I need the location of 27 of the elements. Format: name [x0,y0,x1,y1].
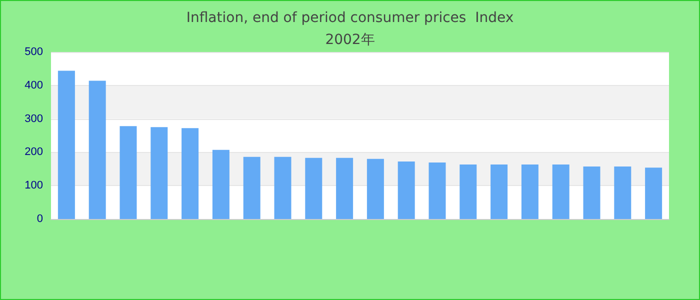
bar [243,156,260,219]
bar [88,80,106,219]
y-tick-label: 100 [24,180,43,192]
bar [336,158,354,219]
bar [460,164,477,219]
y-tick-label: 400 [24,79,43,92]
bar [366,158,384,219]
bar [583,166,600,219]
y-tick-label: 0 [36,213,43,225]
bar [58,70,75,219]
bar [428,162,446,219]
bar [645,168,662,219]
bar [305,158,322,219]
bar [182,128,199,219]
bar [614,166,632,219]
bar [398,162,415,219]
bar [150,127,168,219]
bar [212,150,230,219]
bar [490,164,508,219]
chart-title: Inflation, end of period consumer prices Index 2002年 [186,10,514,48]
y-tick-label: 200 [24,146,43,158]
bar [120,126,137,219]
bar [521,164,538,219]
bar [274,156,292,219]
bar [552,164,570,219]
y-tick-label: 300 [24,112,43,125]
y-tick-label: 500 [24,46,43,58]
